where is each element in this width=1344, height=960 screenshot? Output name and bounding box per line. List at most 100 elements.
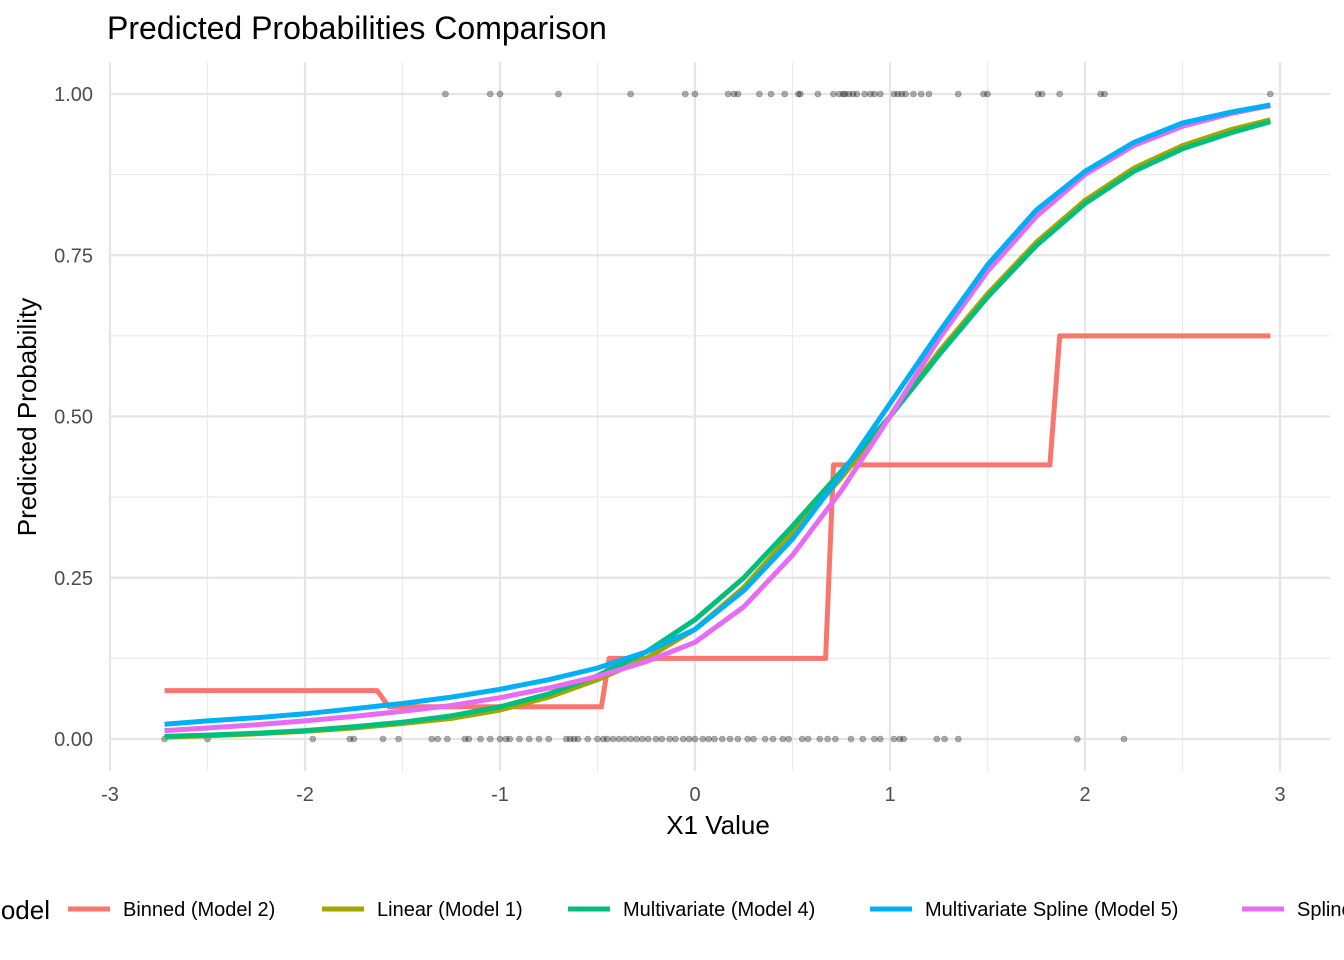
observation-point — [726, 735, 734, 743]
observation-point — [781, 90, 789, 98]
observation-point — [839, 90, 847, 98]
observation-point — [681, 90, 689, 98]
x-tick-label: 1 — [884, 784, 895, 806]
observation-point — [555, 90, 562, 98]
observation-point — [594, 735, 601, 743]
observation-point — [847, 735, 855, 743]
observation-point — [896, 735, 904, 743]
observation-point — [841, 90, 849, 98]
observation-point — [900, 735, 907, 743]
observation-point — [486, 735, 494, 743]
observation-point — [566, 735, 574, 743]
observation-points — [161, 90, 1274, 743]
y-tick-label: 0.25 — [54, 568, 93, 590]
observation-point — [984, 90, 991, 98]
observation-point — [562, 735, 570, 743]
observation-point — [910, 90, 917, 98]
observation-point — [442, 90, 449, 98]
observation-point — [461, 735, 469, 743]
observation-point — [1056, 90, 1063, 98]
x-tick-label: -3 — [101, 784, 119, 806]
observation-point — [627, 735, 634, 743]
observation-point — [496, 735, 504, 743]
observation-point — [658, 735, 666, 743]
observation-point — [890, 90, 898, 98]
observation-point — [609, 735, 617, 743]
observation-point — [1034, 90, 1042, 98]
observation-point — [767, 90, 775, 98]
observation-point — [691, 90, 699, 98]
observation-point — [750, 735, 757, 743]
observation-point — [871, 90, 878, 98]
observation-point — [871, 735, 878, 743]
x-tick-label: -2 — [296, 784, 314, 806]
x-tick-label: 0 — [689, 784, 700, 806]
observation-point — [584, 735, 592, 743]
observation-point — [506, 735, 514, 743]
observation-point — [785, 735, 792, 743]
observation-point — [496, 90, 504, 98]
legend-title: Model — [0, 895, 50, 925]
observation-point — [615, 735, 623, 743]
series-lines — [164, 102, 1271, 740]
observation-point — [699, 735, 707, 743]
observation-point — [1266, 90, 1274, 98]
observation-point — [309, 735, 317, 743]
observation-point — [730, 90, 738, 98]
grid-lines — [108, 62, 1330, 771]
observation-point — [644, 735, 652, 743]
observation-point — [379, 735, 387, 743]
observation-point — [1097, 90, 1104, 98]
observation-point — [724, 90, 732, 98]
x-tick-label: 3 — [1274, 784, 1285, 806]
observation-point — [954, 735, 962, 743]
observation-point — [890, 735, 898, 743]
observation-point — [395, 735, 402, 743]
observation-point — [925, 90, 933, 98]
y-tick-label: 0.50 — [54, 407, 93, 429]
legend-label: Spline — [1297, 899, 1344, 921]
observation-point — [756, 90, 763, 98]
legend: Binned (Model 2) Linear (Model 1) Multivar… — [68, 899, 1344, 921]
observation-point — [876, 735, 884, 743]
y-tick-label: 0.00 — [54, 729, 93, 751]
chart-title: Predicted Probabilities Comparison — [107, 10, 607, 46]
observation-point — [798, 735, 806, 743]
observation-point — [845, 90, 853, 98]
observation-point — [477, 735, 484, 743]
observation-point — [853, 90, 861, 98]
observation-point — [633, 735, 640, 743]
observation-point — [666, 735, 673, 743]
y-tick-label: 1.00 — [54, 84, 93, 106]
observation-point — [434, 735, 441, 743]
series-line-spline — [164, 103, 1271, 734]
x-tick-label: -1 — [491, 784, 509, 806]
observation-point — [679, 735, 687, 743]
y-tick-label: 0.75 — [54, 245, 93, 267]
observation-point — [1120, 735, 1128, 743]
observation-point — [718, 735, 726, 743]
observation-point — [769, 735, 777, 743]
observation-point — [535, 735, 543, 743]
observation-point — [795, 90, 802, 98]
observation-point — [954, 90, 962, 98]
observation-point — [705, 735, 712, 743]
observation-point — [859, 735, 867, 743]
observation-point — [1038, 90, 1046, 98]
legend-label: Multivariate Spline (Model 5) — [925, 899, 1178, 921]
observation-point — [894, 90, 902, 98]
observation-point — [465, 735, 473, 743]
legend-label: Linear (Model 1) — [377, 899, 523, 921]
observation-point — [428, 735, 436, 743]
observation-point — [867, 90, 874, 98]
observation-point — [691, 735, 699, 743]
observation-point — [804, 735, 812, 743]
observation-point — [672, 735, 679, 743]
observation-point — [1101, 90, 1108, 98]
y-axis-title: Predicted Probability — [12, 298, 42, 536]
observation-point — [902, 90, 909, 98]
observation-point — [652, 735, 660, 743]
x-tick-label: 2 — [1079, 784, 1090, 806]
observation-point — [933, 735, 941, 743]
